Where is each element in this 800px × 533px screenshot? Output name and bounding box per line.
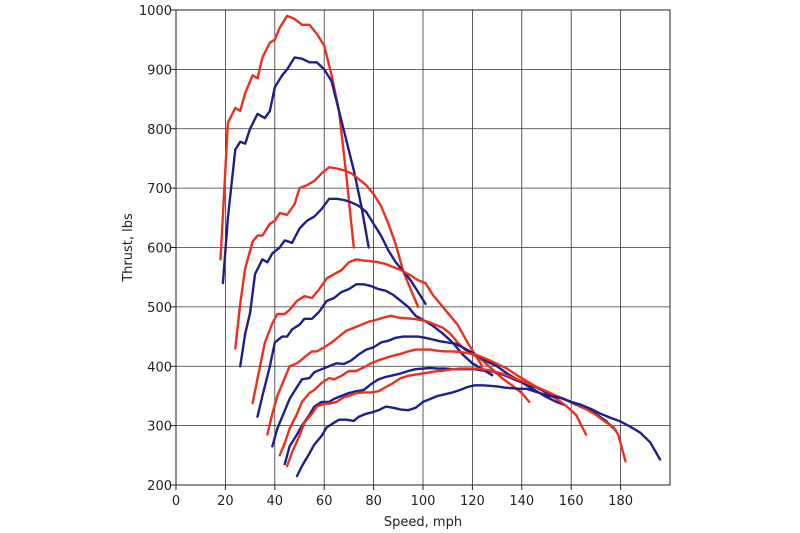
series-line-11-red (285, 367, 627, 468)
x-tick-label: 100 (411, 494, 436, 509)
series-line-1-red (219, 14, 355, 261)
series-line-8-blue (271, 335, 565, 448)
series-line-3-red (234, 166, 420, 350)
x-tick-label: 20 (217, 494, 234, 509)
series-line-12-blue (295, 384, 662, 478)
y-tick-label: 1000 (139, 4, 172, 19)
series-line-10-blue (283, 366, 617, 466)
y-tick-label: 200 (147, 479, 172, 494)
y-tick-label: 300 (147, 420, 172, 435)
x-tick-label: 160 (559, 494, 584, 509)
grid (176, 10, 670, 485)
series-line-6-blue (256, 283, 494, 418)
x-tick-label: 80 (365, 494, 382, 509)
x-tick-label: 180 (608, 494, 633, 509)
y-tick-label: 500 (147, 301, 172, 316)
x-tick-label: 60 (316, 494, 333, 509)
y-axis-ticks: 200 300 400 500 600 700 800 900 1000 (139, 4, 176, 494)
series-line-2-blue (221, 56, 370, 285)
series-line-5-red (251, 258, 484, 405)
x-axis-ticks: 0 20 40 60 80 100 120 140 160 180 (172, 485, 633, 509)
series-line-4-blue (238, 197, 427, 368)
x-axis-title: Speed, mph (384, 515, 462, 530)
y-tick-label: 700 (147, 182, 172, 197)
series-line-9-red (278, 348, 588, 457)
y-tick-label: 800 (147, 123, 172, 138)
y-axis-title: Thrust, lbs (121, 213, 136, 283)
x-tick-label: 40 (267, 494, 284, 509)
x-tick-label: 140 (509, 494, 534, 509)
series-lines (219, 14, 662, 478)
y-tick-label: 400 (147, 360, 172, 375)
x-tick-label: 0 (172, 494, 180, 509)
y-tick-label: 900 (147, 63, 172, 78)
y-tick-label: 600 (147, 242, 172, 257)
x-tick-label: 120 (460, 494, 485, 509)
